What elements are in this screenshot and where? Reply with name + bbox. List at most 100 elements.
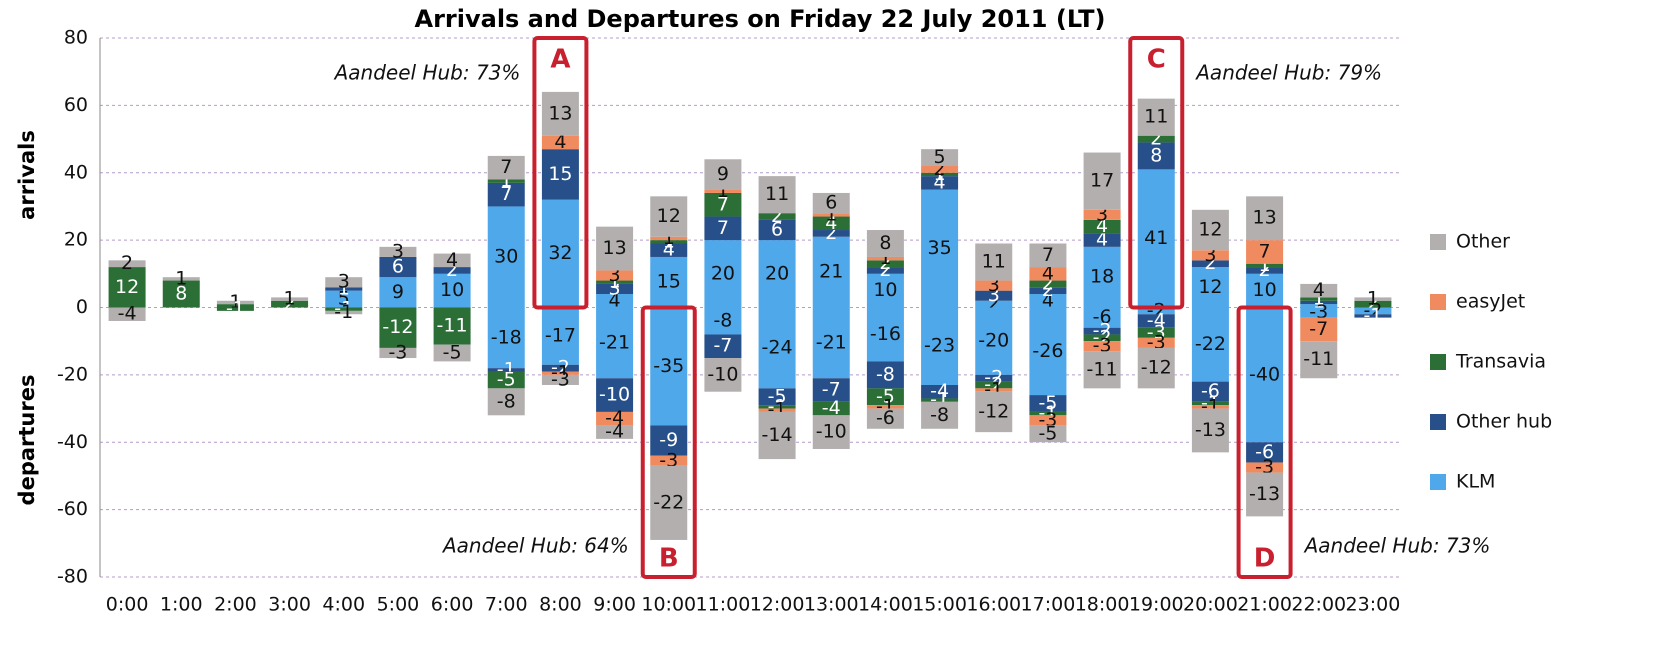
data-label: 8 xyxy=(175,283,187,305)
bar-segment xyxy=(1083,209,1121,220)
bar-segment xyxy=(596,283,634,295)
bar-segment xyxy=(379,256,417,278)
bar-segment xyxy=(758,219,796,241)
data-label: -4 xyxy=(930,380,949,402)
y-tick-label: -40 xyxy=(57,431,88,453)
x-tick-label: 13:00 xyxy=(804,594,859,616)
data-label: 9 xyxy=(717,163,729,185)
bar-segment xyxy=(704,216,742,241)
data-label: -3 xyxy=(551,368,570,390)
bar-segment xyxy=(1137,347,1175,389)
data-label: 4 xyxy=(1096,215,1108,237)
bar-segment xyxy=(758,213,796,220)
bar-segment xyxy=(1083,341,1121,352)
x-tick-label: 11:00 xyxy=(696,594,751,616)
bar-segment xyxy=(1083,233,1121,247)
bar-segment xyxy=(975,243,1013,281)
bar-segment xyxy=(379,277,417,308)
bar-segment xyxy=(379,246,417,257)
annotation: Aandeel Hub: 73% xyxy=(1303,534,1491,558)
bar-segment xyxy=(704,334,742,359)
bar-segment xyxy=(650,465,688,540)
data-label: -3 xyxy=(1038,409,1057,431)
bar-segment xyxy=(1246,196,1284,241)
bar-segment xyxy=(325,277,363,288)
bar-segment xyxy=(1300,283,1338,298)
x-tick-label: 2:00 xyxy=(214,594,257,616)
x-tick-label: 15:00 xyxy=(912,594,967,616)
bar-segment xyxy=(487,307,525,369)
bar-segment xyxy=(1083,152,1121,210)
data-label: -13 xyxy=(1249,483,1280,505)
data-label: -10 xyxy=(816,421,847,443)
x-tick-label: 1:00 xyxy=(160,594,203,616)
data-label: -5 xyxy=(497,368,516,390)
bar-segment xyxy=(1300,297,1338,301)
x-tick-label: 7:00 xyxy=(485,594,528,616)
data-label: 1 xyxy=(175,267,187,289)
data-label: 8 xyxy=(1150,144,1162,166)
bar-segment xyxy=(271,297,309,301)
bar-segment xyxy=(650,455,688,466)
data-label: -10 xyxy=(707,363,738,385)
bar-segment xyxy=(216,300,254,305)
data-label: -40 xyxy=(1249,363,1280,385)
x-tick-label: 5:00 xyxy=(377,594,420,616)
bar-segment xyxy=(1246,240,1284,264)
legend-label: Other hub xyxy=(1456,411,1552,433)
bar-segment xyxy=(487,179,525,183)
bar-segment xyxy=(758,240,796,308)
bar-segment xyxy=(866,273,904,308)
bar-segment xyxy=(433,253,471,268)
data-label: -5 xyxy=(1038,422,1057,444)
data-label: -18 xyxy=(491,326,522,348)
data-label: -5 xyxy=(876,385,895,407)
x-tick-label: 19:00 xyxy=(1129,594,1184,616)
data-label: 4 xyxy=(1096,229,1108,251)
bar-segment xyxy=(975,307,1013,375)
data-label: 15 xyxy=(657,271,681,293)
bar-segment xyxy=(1083,307,1121,328)
data-label: -3 xyxy=(1147,321,1166,343)
data-label: 4 xyxy=(1042,289,1054,311)
bar-segment xyxy=(1137,307,1175,315)
data-label: -12 xyxy=(1141,357,1172,379)
data-label: 10 xyxy=(440,279,464,301)
bar-segment xyxy=(541,149,579,200)
bar-segment xyxy=(812,401,850,416)
highlight-letter: D xyxy=(1254,544,1276,574)
data-label: -8 xyxy=(930,404,949,426)
data-label: -3 xyxy=(1309,301,1328,323)
x-tick-label: 0:00 xyxy=(106,594,149,616)
data-label: -7 xyxy=(1309,318,1328,340)
data-label: -12 xyxy=(978,400,1009,422)
bar-segment xyxy=(1300,307,1338,318)
data-label: 6 xyxy=(392,256,404,278)
data-label: -3 xyxy=(1255,456,1274,478)
data-label: 4 xyxy=(825,212,837,234)
data-label: 4 xyxy=(1042,262,1054,284)
bar-segment xyxy=(866,230,904,257)
bar-segment xyxy=(704,307,742,335)
data-label: 12 xyxy=(1198,276,1222,298)
data-label: -6 xyxy=(1201,380,1220,402)
y-tick-label: 0 xyxy=(76,296,88,318)
data-label: 35 xyxy=(927,237,951,259)
y-axis-label: arrivals xyxy=(15,130,39,220)
bar-segment xyxy=(541,199,579,308)
data-label: 11 xyxy=(1144,106,1168,128)
data-label: 6 xyxy=(825,192,837,214)
legend-label: easyJet xyxy=(1456,291,1525,313)
bar-segment xyxy=(866,256,904,261)
data-label: 20 xyxy=(765,262,789,284)
data-label: 17 xyxy=(1090,170,1114,192)
bar-segment xyxy=(1246,273,1284,308)
bar-segment xyxy=(596,294,634,308)
annotation: Aandeel Hub: 73% xyxy=(333,61,521,85)
bar-segment xyxy=(921,398,959,402)
y-tick-label: -80 xyxy=(57,566,88,588)
bar-segment xyxy=(1191,267,1229,308)
bar-segment xyxy=(596,226,634,271)
bar-segment xyxy=(1246,267,1284,274)
bar-segment xyxy=(758,388,796,406)
